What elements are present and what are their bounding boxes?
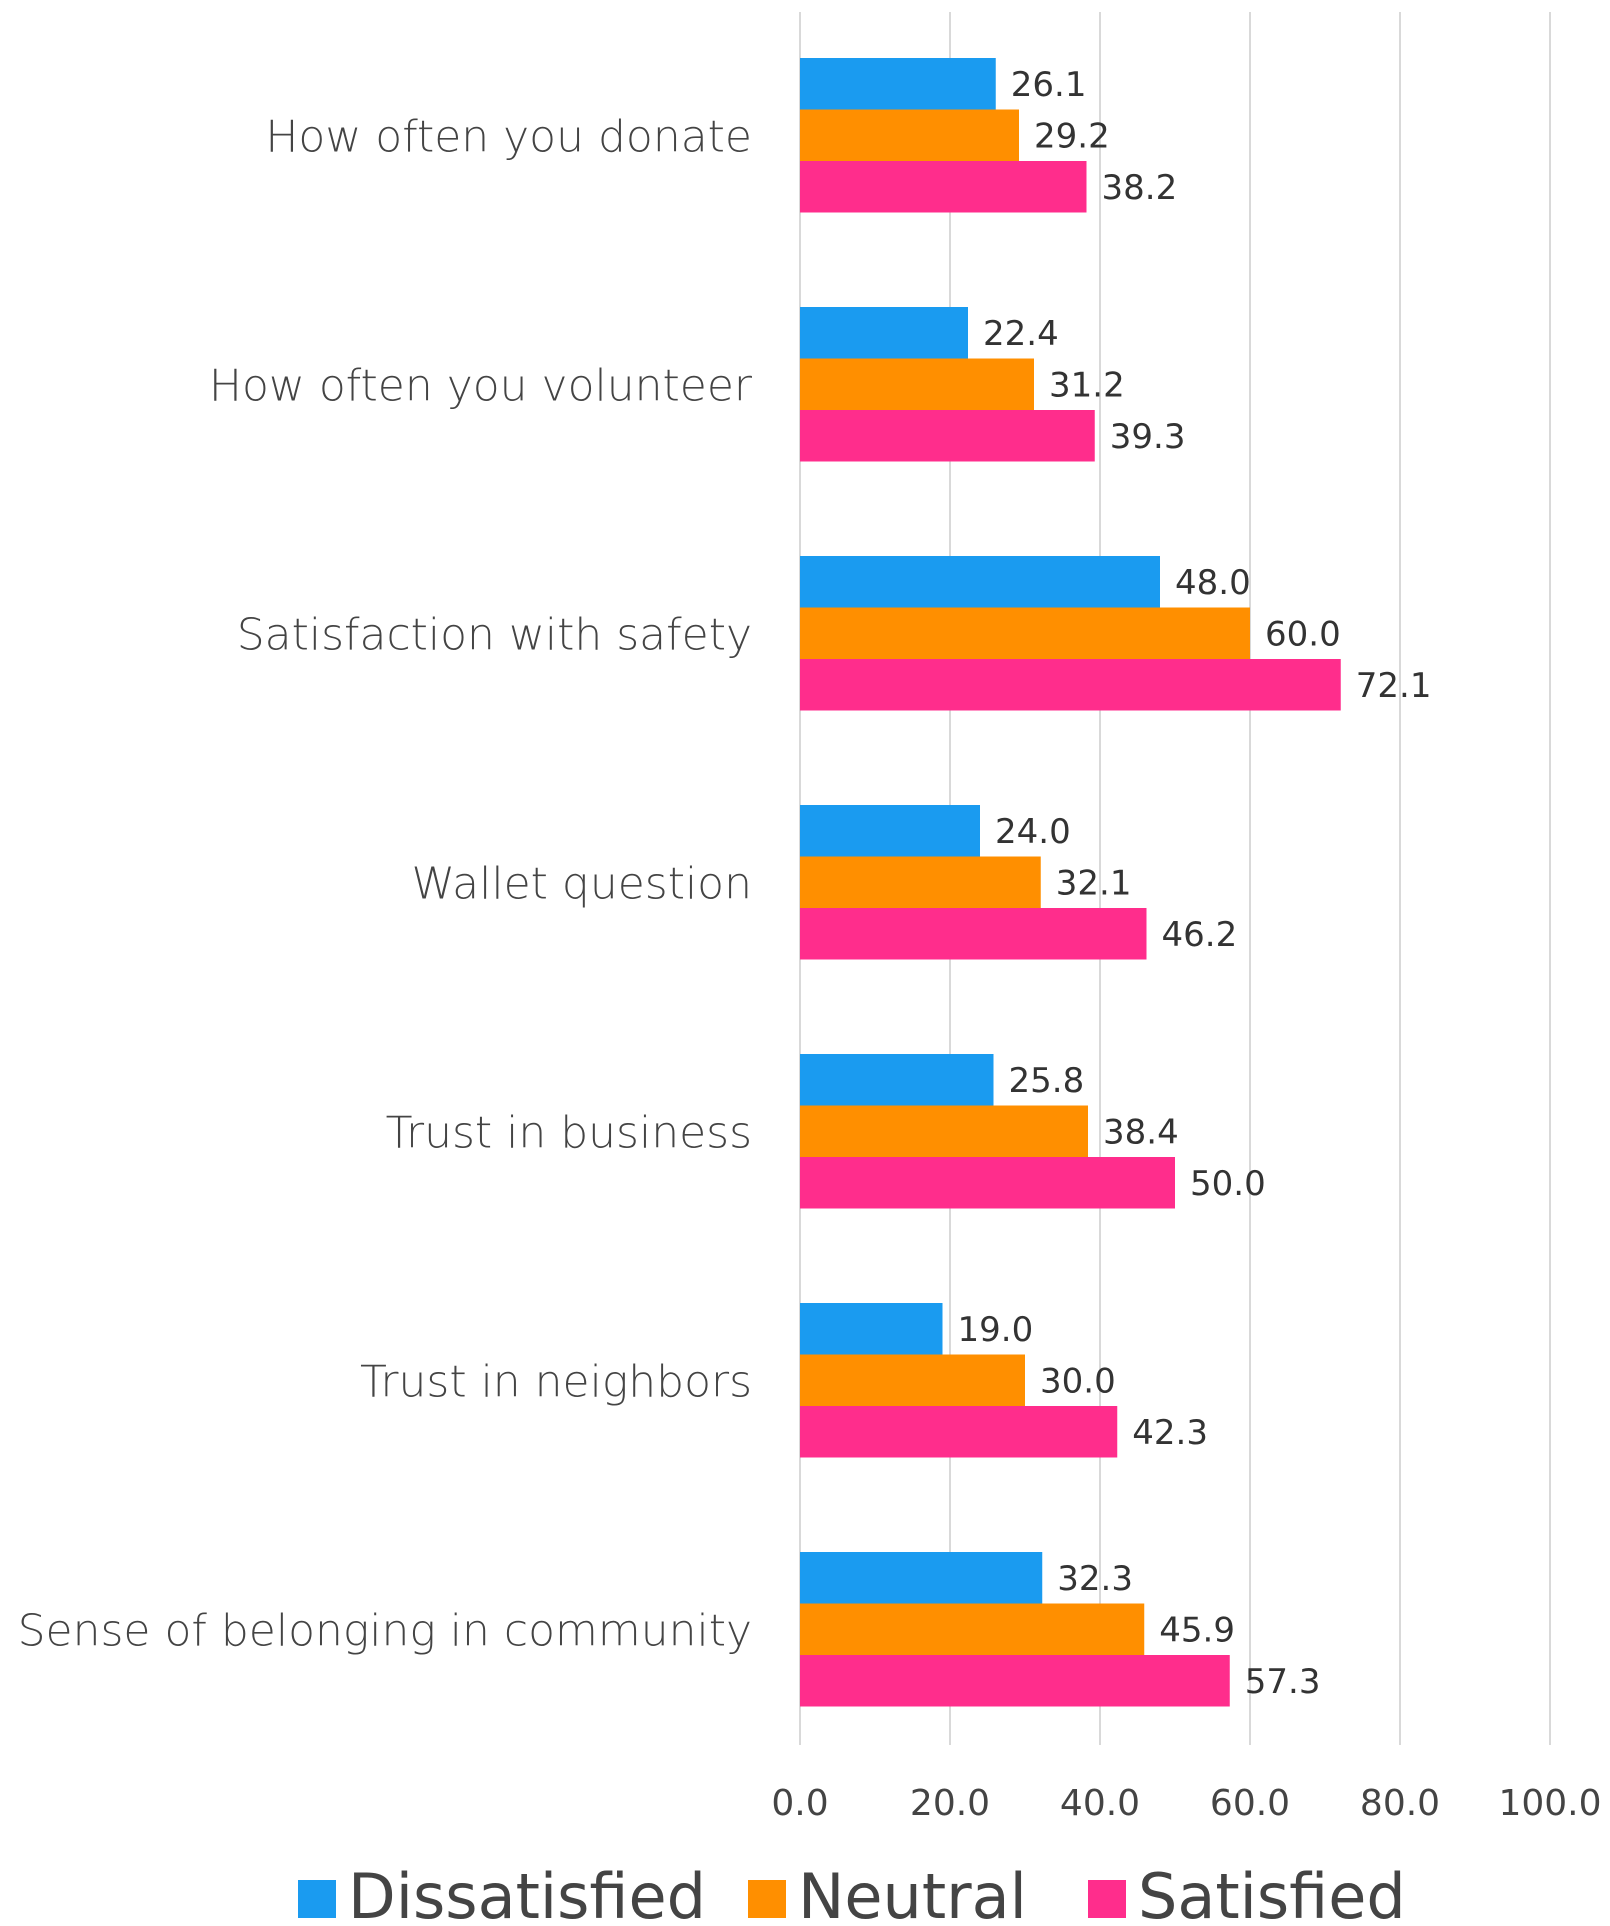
data-label: 29.2 [1034,116,1110,156]
category-label: Wallet question [411,858,752,909]
gridlines [799,12,1551,1745]
data-label: 32.1 [1056,863,1132,903]
x-tick-label: 80.0 [1360,1783,1440,1824]
data-label: 32.3 [1057,1559,1133,1599]
data-label: 22.4 [983,314,1059,354]
bar-dissatisfied [800,58,996,110]
data-label: 39.3 [1110,417,1186,457]
data-label: 48.0 [1175,563,1251,603]
legend-swatch-neutral [748,1880,786,1918]
legend-swatch-dissatisfied [298,1880,336,1918]
x-tick-label: 100.0 [1498,1783,1601,1824]
data-label: 57.3 [1245,1662,1321,1702]
x-tick-label: 0.0 [771,1783,828,1824]
data-label: 31.2 [1049,365,1125,405]
data-label: 72.1 [1356,666,1432,706]
category-label: How often you volunteer [209,360,753,411]
data-label: 24.0 [995,812,1071,852]
data-label: 50.0 [1190,1164,1266,1204]
legend-label: Dissatisfied [348,1860,706,1926]
legend: Dissatisfied Neutral Satisfied [298,1860,1406,1926]
bar-neutral [800,1354,1025,1406]
bar-dissatisfied [800,556,1160,608]
category-label: How often you donate [265,111,752,162]
category-label: Trust in neighbors [360,1356,752,1407]
bar-neutral [800,1603,1145,1655]
bar-dissatisfied [800,1054,994,1106]
x-axis-ticks: 0.0 20.0 40.0 60.0 80.0 100.0 [771,1783,1601,1824]
bar-dissatisfied [800,805,980,857]
x-tick-label: 40.0 [1060,1783,1140,1824]
data-label: 42.3 [1132,1413,1208,1453]
category-label: Satisfaction with safety [237,609,752,660]
category-label: Sense of belonging in community [18,1605,752,1656]
bar-dissatisfied [800,1552,1043,1604]
data-labels: 26.1 29.2 38.2 22.4 31.2 39.3 48.0 60.0 72.1 24.0… [958,65,1432,1702]
bar-satisfied [800,659,1341,711]
category-label: Trust in business [386,1107,752,1158]
data-label: 46.2 [1162,915,1238,955]
bars [800,58,1341,1707]
bar-neutral [800,358,1034,410]
bar-dissatisfied [800,307,968,359]
legend-swatch-satisfied [1088,1880,1126,1918]
data-label: 45.9 [1159,1610,1235,1650]
data-label: 60.0 [1265,614,1341,654]
bar-satisfied [800,1655,1230,1707]
category-labels: How often you donate How often you volunt… [18,111,753,1656]
x-tick-label: 60.0 [1210,1783,1290,1824]
data-label: 30.0 [1040,1361,1116,1401]
bar-satisfied [800,1157,1175,1209]
bar-dissatisfied [800,1303,943,1355]
legend-label: Satisfied [1138,1860,1406,1926]
bar-neutral [800,1105,1088,1157]
data-label: 26.1 [1011,65,1087,105]
bar-neutral [800,856,1041,908]
bar-satisfied [800,161,1087,213]
data-label: 19.0 [958,1310,1034,1350]
bar-satisfied [800,1406,1118,1458]
x-tick-label: 20.0 [910,1783,990,1824]
bar-neutral [800,109,1019,161]
bar-satisfied [800,410,1095,462]
data-label: 38.4 [1103,1112,1179,1152]
bar-satisfied [800,908,1147,960]
legend-label: Neutral [798,1860,1027,1926]
data-label: 25.8 [1009,1061,1085,1101]
bar-neutral [800,607,1250,659]
data-label: 38.2 [1102,168,1178,208]
